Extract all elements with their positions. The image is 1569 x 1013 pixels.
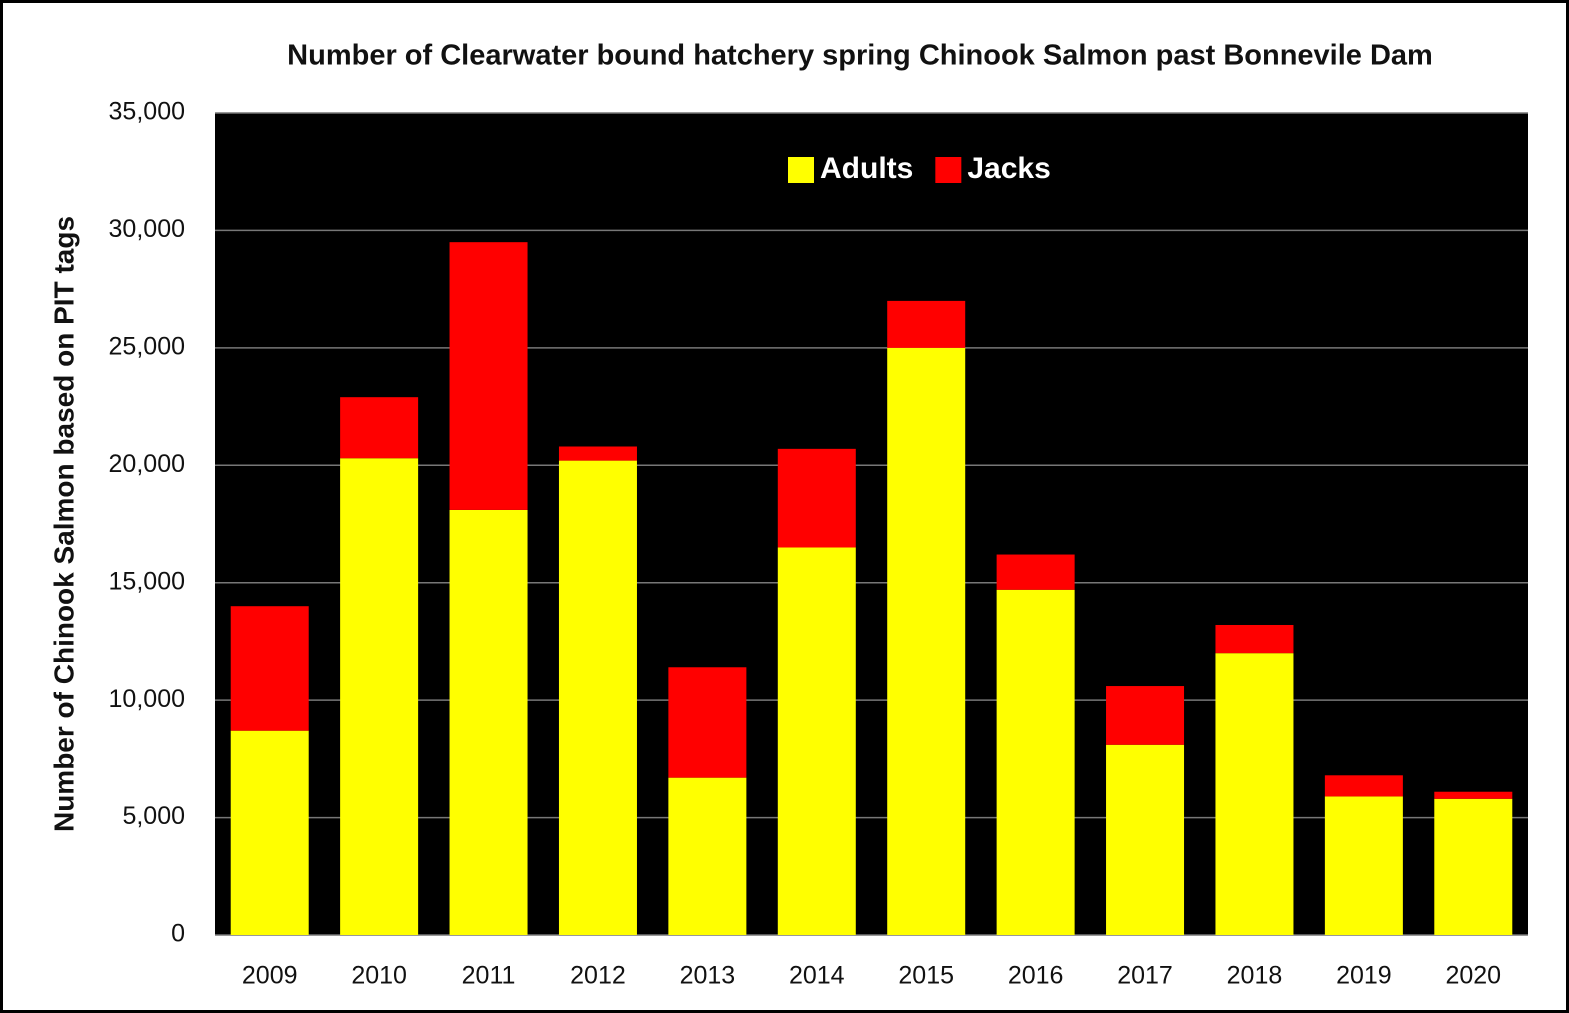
legend-label: Adults (820, 152, 913, 185)
x-tick-label: 2020 (1445, 962, 1501, 990)
x-tick-label: 2018 (1227, 962, 1283, 990)
x-tick-label: 2012 (570, 962, 626, 990)
y-tick-label: 5,000 (122, 802, 185, 830)
legend-swatch (788, 157, 814, 183)
bar-segment (1215, 653, 1294, 935)
bar-segment (1106, 686, 1185, 745)
y-tick-label: 25,000 (109, 332, 185, 360)
x-tick-label: 2017 (1117, 962, 1173, 990)
y-axis-label: Number of Chinook Salmon based on PIT ta… (48, 216, 79, 832)
bar-segment (449, 242, 528, 510)
legend-swatch (935, 157, 962, 183)
bar-segment (1215, 624, 1294, 654)
x-tick-label: 2014 (789, 962, 845, 990)
x-tick-label: 2016 (1008, 962, 1064, 990)
x-tick-label: 2011 (462, 962, 516, 990)
y-tick-label: 20,000 (109, 450, 185, 478)
bar-segment (449, 509, 528, 935)
bar-segment (668, 777, 747, 935)
bar-segment (1106, 744, 1185, 935)
y-tick-label: 15,000 (109, 567, 185, 595)
bar-segment (777, 547, 856, 935)
plot-area (215, 113, 1528, 935)
bar-segment (340, 458, 419, 935)
bar-segment (340, 397, 419, 459)
bar-segment (887, 300, 966, 348)
x-tick-label: 2015 (898, 962, 954, 990)
bar-segment (777, 448, 856, 548)
bar-segment (558, 446, 637, 461)
bar-segment (558, 460, 637, 935)
bar-segment (996, 589, 1075, 935)
y-tick-label: 10,000 (109, 685, 185, 713)
y-tick-label: 30,000 (109, 215, 185, 243)
y-tick-label: 35,000 (109, 98, 185, 126)
bar-segment (887, 347, 966, 935)
x-tick-label: 2019 (1336, 962, 1392, 990)
x-tick-label: 2009 (242, 962, 298, 990)
bar-segment (1434, 791, 1513, 799)
x-tick-label: 2013 (680, 962, 736, 990)
bar-segment (1324, 775, 1403, 797)
bar-segment (1434, 798, 1513, 935)
bar-segment (996, 554, 1075, 590)
bar-segment (1324, 796, 1403, 935)
x-tick-label: 2010 (351, 962, 407, 990)
bar-segment (230, 730, 309, 935)
bar-segment (230, 606, 309, 731)
y-tick-label: 0 (171, 920, 185, 948)
chart-title: Number of Clearwater bound hatchery spri… (287, 40, 1433, 72)
bar-segment (668, 667, 747, 778)
legend-label: Jacks (967, 152, 1050, 185)
